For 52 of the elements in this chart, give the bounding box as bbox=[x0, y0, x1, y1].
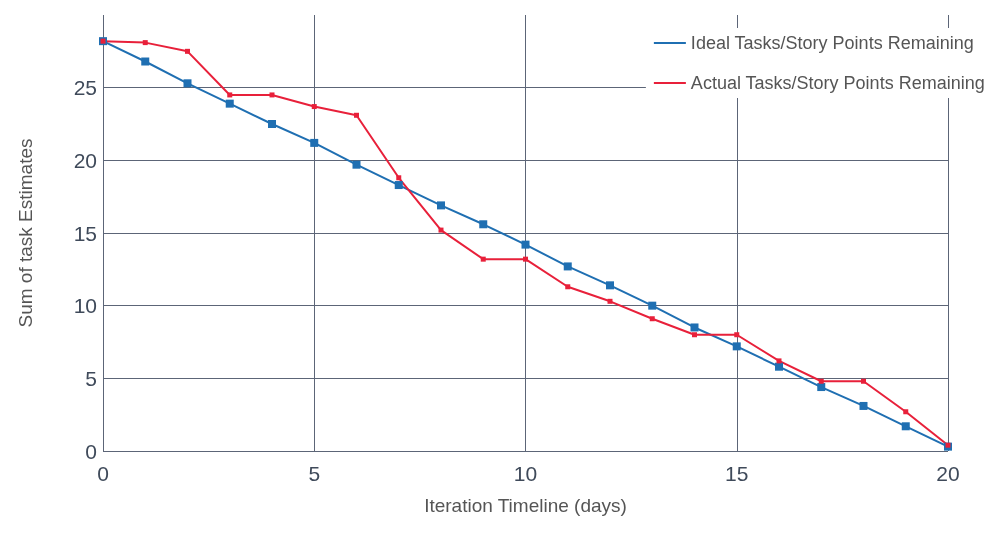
y-tick-label: 10 bbox=[73, 294, 97, 318]
y-tick-label: 20 bbox=[73, 148, 97, 172]
point bbox=[183, 79, 192, 88]
point bbox=[859, 401, 868, 410]
point bbox=[903, 409, 909, 415]
x-tick-label: 10 bbox=[513, 462, 538, 485]
point bbox=[438, 227, 444, 233]
point bbox=[310, 138, 319, 147]
point bbox=[394, 181, 403, 190]
x-axis-title: Iteration Timeline (days) bbox=[424, 495, 627, 516]
point bbox=[141, 57, 150, 66]
point bbox=[606, 281, 614, 290]
point bbox=[269, 92, 275, 98]
y-tick-label: 0 bbox=[85, 439, 97, 463]
point bbox=[776, 358, 782, 364]
point bbox=[607, 298, 613, 304]
point bbox=[311, 104, 317, 110]
x-tick-label: 20 bbox=[936, 462, 960, 485]
y-tick-label: 25 bbox=[73, 76, 97, 100]
point bbox=[352, 160, 361, 169]
point bbox=[185, 48, 190, 54]
y-tick-label: 5 bbox=[85, 366, 97, 390]
x-tick-label: 5 bbox=[308, 462, 321, 485]
x-tick-label: 15 bbox=[725, 462, 749, 485]
point bbox=[225, 99, 234, 108]
point bbox=[734, 332, 740, 338]
point bbox=[563, 262, 572, 271]
y-axis-title: Sum of task Estimates bbox=[15, 138, 36, 328]
point bbox=[437, 201, 445, 210]
point bbox=[479, 220, 488, 229]
point bbox=[775, 362, 783, 371]
point bbox=[396, 175, 402, 181]
point bbox=[732, 342, 741, 351]
point bbox=[648, 301, 657, 310]
point bbox=[861, 378, 866, 384]
point bbox=[692, 332, 697, 338]
point bbox=[818, 378, 824, 384]
point bbox=[523, 256, 528, 262]
point bbox=[227, 92, 233, 98]
point bbox=[480, 256, 486, 262]
point bbox=[521, 240, 530, 249]
legend-label: Ideal Tasks/Story Points Remaining bbox=[690, 33, 974, 53]
y-tick-label: 15 bbox=[73, 221, 97, 245]
point bbox=[901, 422, 910, 431]
point bbox=[354, 112, 359, 118]
point bbox=[690, 323, 699, 332]
point bbox=[268, 120, 276, 128]
point bbox=[142, 40, 148, 46]
point bbox=[649, 316, 655, 322]
legend-label: Actual Tasks/Story Points Remaining bbox=[690, 73, 985, 93]
point bbox=[817, 383, 826, 392]
point bbox=[565, 284, 571, 290]
